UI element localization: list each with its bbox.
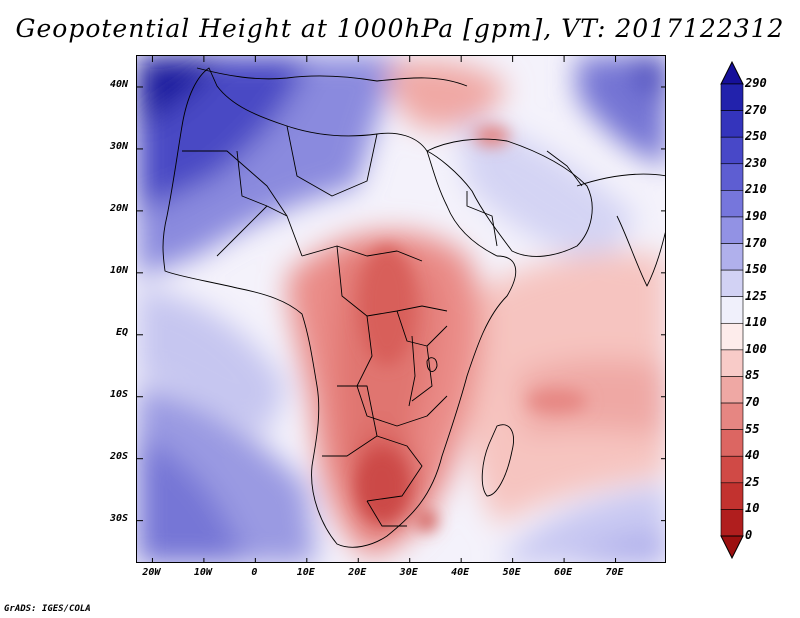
colorbar — [720, 60, 744, 560]
colorbar-label: 70 — [745, 395, 760, 410]
colorbar-bin — [720, 322, 744, 351]
lat-label: 40N — [109, 78, 128, 90]
colorbar-bin — [720, 269, 744, 298]
geopotential-height-map — [137, 56, 665, 562]
lon-label: 0 — [251, 567, 258, 578]
colorbar-label: 100 — [745, 341, 767, 356]
colorbar-label: 290 — [745, 76, 767, 90]
colorbar-bin — [720, 243, 744, 271]
colorbar-bin — [720, 83, 744, 111]
colorbar-bin — [720, 402, 744, 430]
axis-ticks — [137, 56, 665, 562]
lat-label: 10N — [109, 264, 128, 276]
colorbar-label: 170 — [745, 235, 767, 250]
lat-label: EQ — [115, 326, 128, 338]
colorbar-max-arrow — [720, 60, 744, 85]
lat-label: 30N — [109, 140, 128, 152]
colorbar-label: 210 — [745, 182, 767, 197]
colorbar-label: 230 — [745, 155, 767, 170]
lat-label: 20S — [109, 450, 128, 462]
colorbar-label: 270 — [745, 102, 767, 117]
colorbar-label: 125 — [745, 288, 767, 303]
chart-title: Geopotential Height at 1000hPa [gpm], VT… — [15, 14, 785, 43]
colorbar-bin — [720, 509, 744, 537]
colorbar-label: 190 — [745, 208, 767, 223]
lon-label: 10E — [296, 567, 315, 578]
colorbar-bin — [720, 110, 744, 138]
lon-label: 70E — [605, 567, 624, 578]
colorbar-bin — [720, 136, 744, 165]
colorbar-bin — [720, 216, 744, 244]
lon-label: 30E — [399, 567, 418, 578]
lat-label: 10S — [109, 388, 128, 400]
lon-label: 60E — [554, 567, 573, 578]
colorbar-bin — [720, 296, 744, 324]
colorbar-label: 250 — [745, 129, 767, 144]
lat-label: 20N — [109, 202, 128, 214]
lon-label: 20E — [348, 567, 367, 578]
coastlines — [162, 67, 665, 548]
lon-label: 40E — [451, 567, 470, 578]
colorbar-label: 40 — [745, 448, 760, 463]
map-panel — [136, 55, 666, 563]
colorbar-bin — [720, 349, 744, 377]
colorbar-label: 150 — [745, 262, 767, 277]
colorbar-label: 110 — [745, 315, 767, 330]
lon-label: 50E — [502, 567, 521, 578]
colorbar-label: 25 — [745, 474, 760, 489]
colorbar-bin — [720, 455, 744, 484]
colorbar-bin — [720, 163, 744, 191]
colorbar-label: 55 — [745, 421, 760, 436]
colorbar-bin — [720, 376, 744, 404]
colorbar-bin — [720, 429, 744, 457]
colorbar-label: 0 — [745, 528, 753, 542]
lon-label: 20W — [142, 567, 161, 578]
colorbar-bin — [720, 190, 744, 218]
lon-label: 10W — [193, 567, 212, 578]
colorbar-label: 85 — [745, 368, 760, 383]
grads-credit: GrADS: IGES/COLA — [4, 604, 91, 614]
lat-label: 30S — [109, 512, 128, 524]
colorbar-min-arrow — [720, 535, 744, 560]
colorbar-label: 10 — [745, 501, 760, 516]
colorbar-bin — [720, 482, 744, 510]
